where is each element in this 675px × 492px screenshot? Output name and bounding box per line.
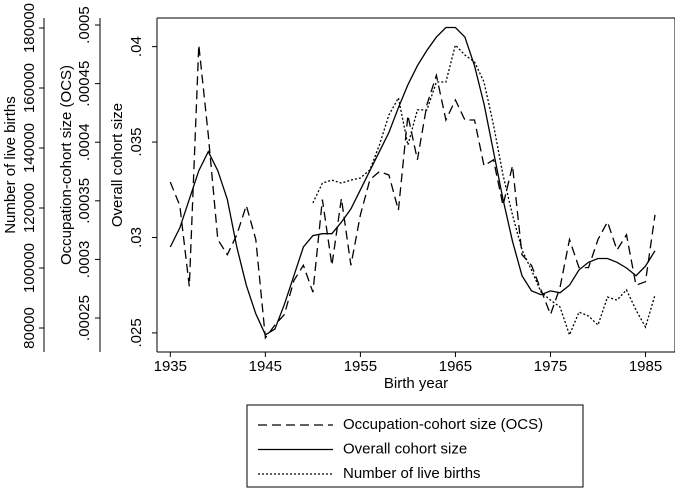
y-tick-label: .03 <box>128 227 145 248</box>
y2-tick-label: .0004 <box>76 123 93 161</box>
y3-tick-label: 160000 <box>21 63 38 113</box>
y-tick-label: .04 <box>128 36 145 57</box>
x-tick-label: 1945 <box>249 358 282 375</box>
y2-tick-label: .00045 <box>76 61 93 107</box>
y3-tick-label: 180000 <box>21 3 38 53</box>
y3-tick-label: 120000 <box>21 183 38 233</box>
series-line <box>169 44 656 340</box>
y3-tick-label: 80000 <box>21 307 38 349</box>
y2-axis-title: Occupation-cohort size (OCS) <box>58 65 75 265</box>
y2-tick-label: .0005 <box>76 6 93 44</box>
legend-label: Occupation-cohort size (OCS) <box>343 416 543 433</box>
y-axis-title: Overall cohort size <box>109 103 126 227</box>
y3-tick-label: 140000 <box>21 123 38 173</box>
legend-box <box>246 404 584 488</box>
legend-label: Number of live births <box>343 465 481 482</box>
y2-tick-label: .00035 <box>76 178 93 224</box>
x-tick-label: 1985 <box>629 358 662 375</box>
legend-label: Overall cohort size <box>343 440 467 457</box>
y3-axis-title: Number of live births <box>2 96 19 234</box>
y-tick-label: .025 <box>128 318 145 347</box>
x-tick-label: 1975 <box>534 358 567 375</box>
y3-tick-label: 100000 <box>21 243 38 293</box>
y2-tick-label: .0003 <box>76 241 93 279</box>
series-line <box>169 26 656 336</box>
y2-tick-label: .00025 <box>76 295 93 341</box>
x-tick-label: 1955 <box>344 358 377 375</box>
x-tick-label: 1965 <box>439 358 472 375</box>
x-axis-title: Birth year <box>384 375 448 392</box>
y-tick-label: .035 <box>128 127 145 156</box>
x-tick-label: 1935 <box>154 358 187 375</box>
series-line <box>312 43 656 337</box>
